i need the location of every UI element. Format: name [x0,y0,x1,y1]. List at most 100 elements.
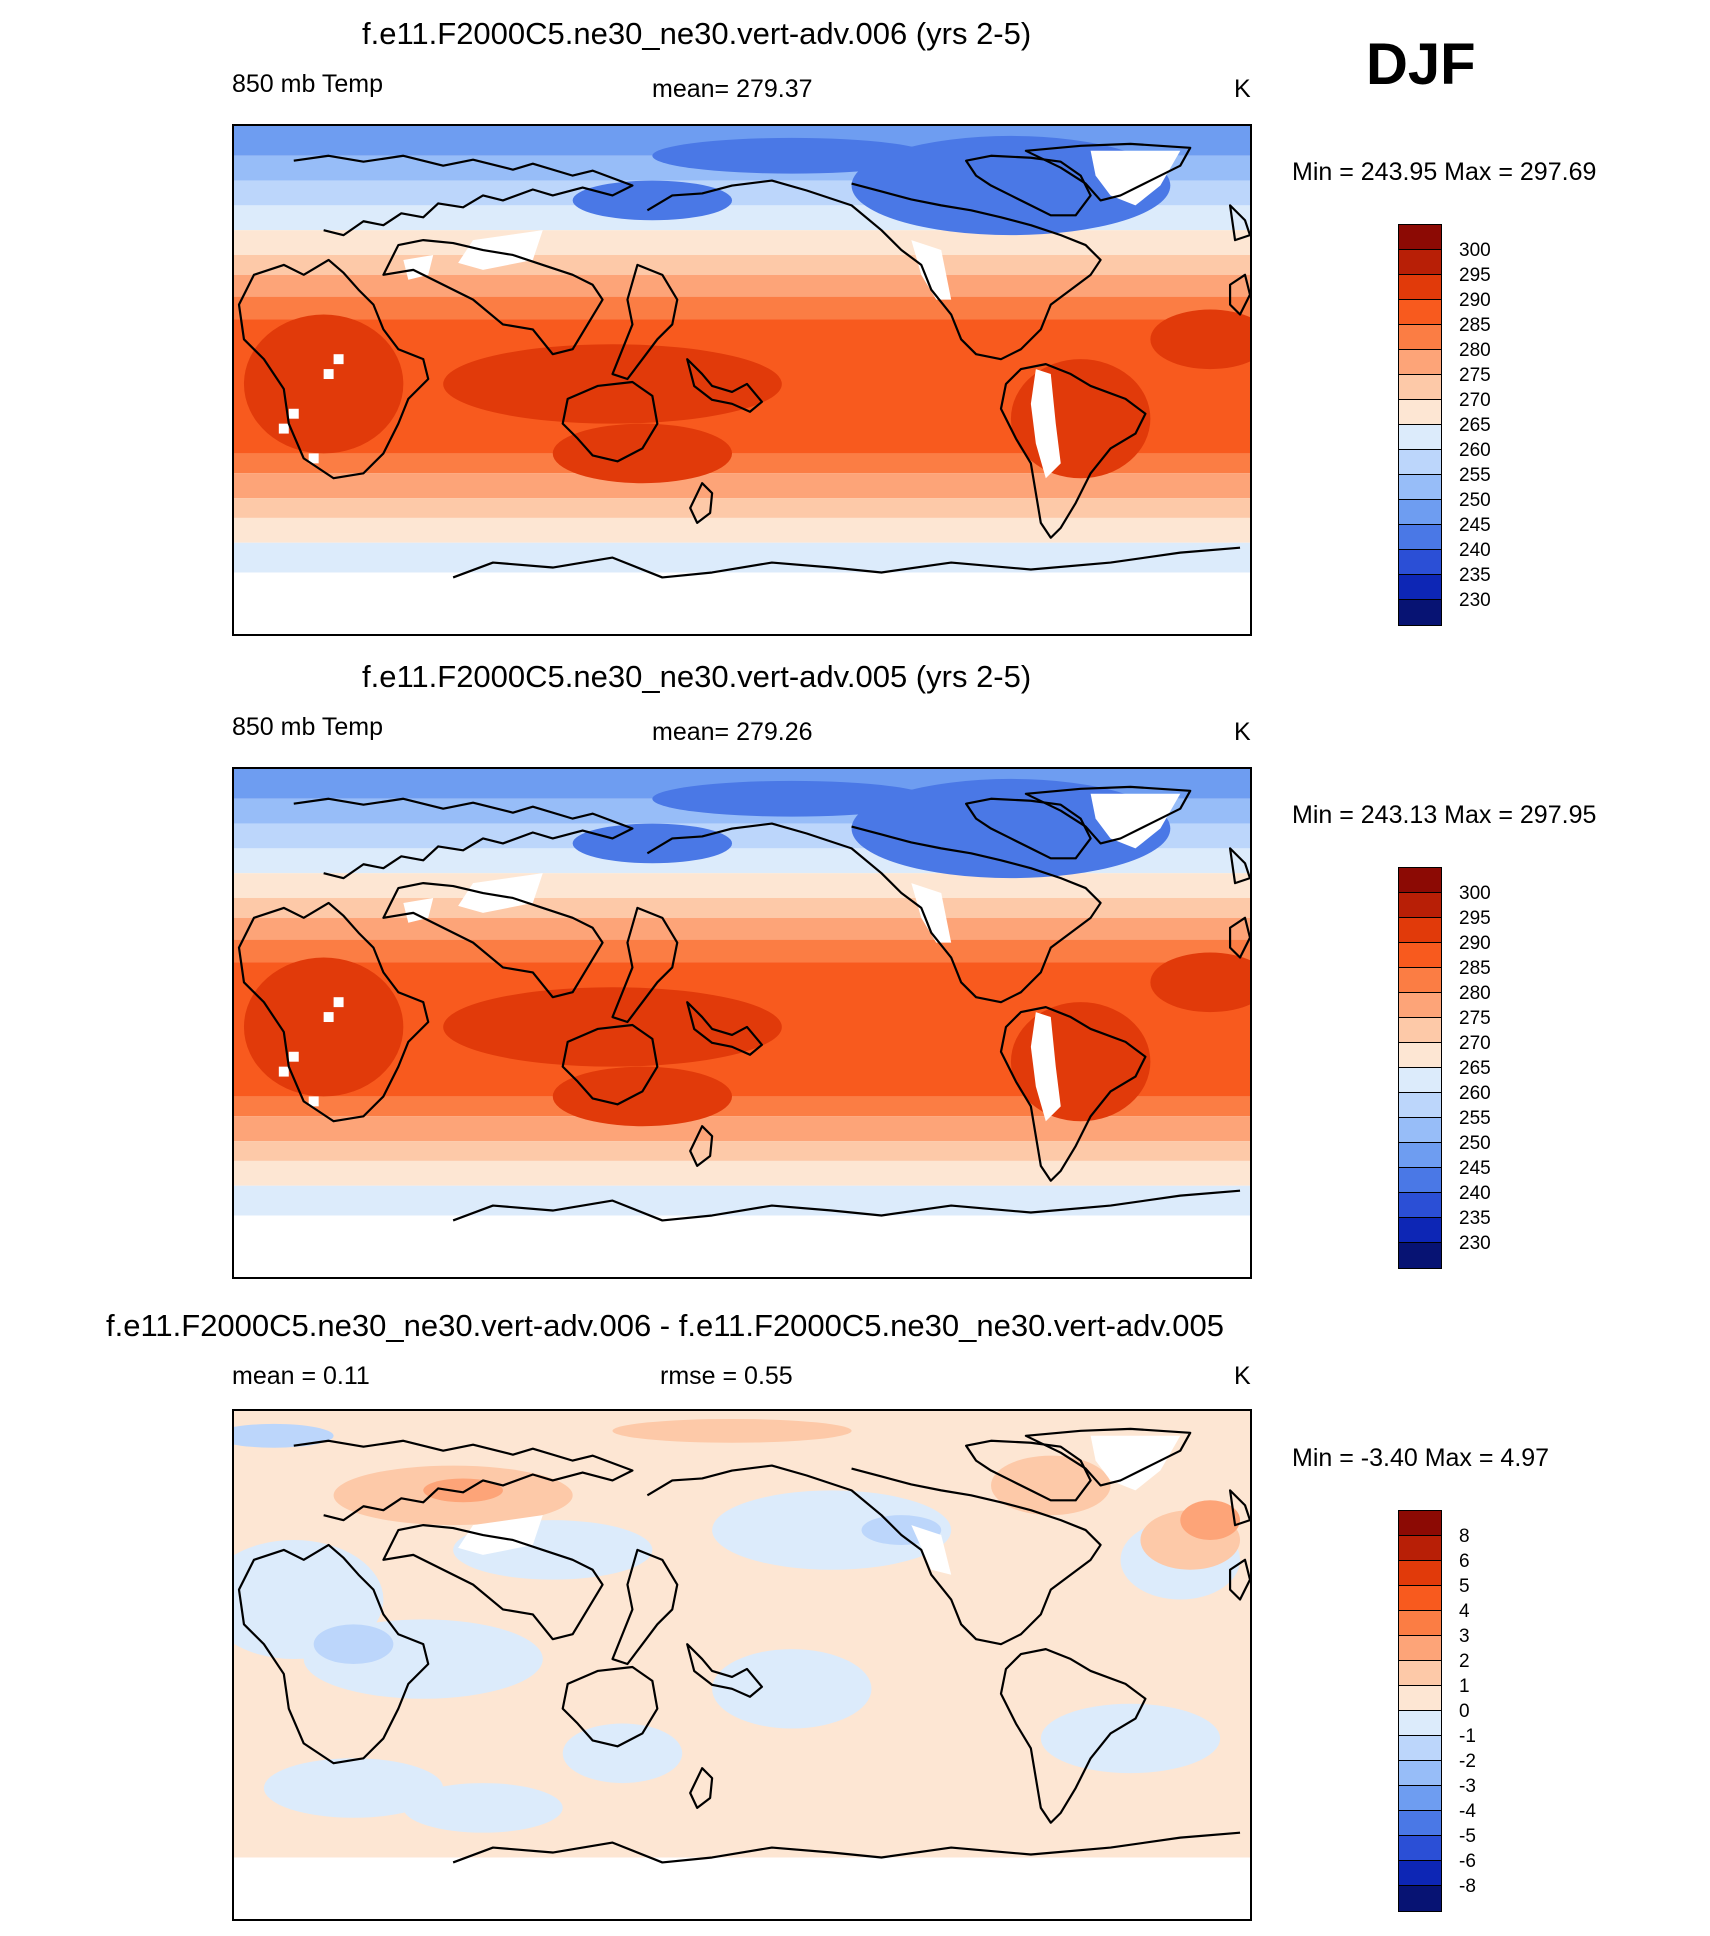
colorbar-swatch [1399,1886,1441,1911]
colorbar-swatch [1399,1711,1441,1736]
colorbar-swatch [1399,1736,1441,1761]
colorbar-swatch [1399,375,1441,400]
colorbar-swatch [1399,225,1441,250]
colorbar-tick-label: 280 [1459,340,1491,361]
colorbar-tick-label: 0 [1459,1701,1470,1722]
colorbar-swatch [1399,1243,1441,1268]
colorbar-swatch [1399,575,1441,600]
colorbar-tick-label: 275 [1459,1008,1491,1029]
panel-title: f.e11.F2000C5.ne30_ne30.vert-adv.005 (yr… [362,659,1032,694]
colorbar-tick-label: -6 [1459,1851,1476,1872]
variable-label: 850 mb Temp [232,713,384,741]
colorbar [1398,224,1442,626]
colorbar-tick-label: 250 [1459,490,1491,511]
colorbar-tick-label: 270 [1459,390,1491,411]
colorbar-tick-label: 6 [1459,1551,1470,1572]
colorbar-swatch [1399,350,1441,375]
colorbar-tick-label: 295 [1459,908,1491,929]
colorbar-tick-label: 230 [1459,590,1491,611]
units-label: K [1234,1362,1251,1390]
colorbar-tick-label: -3 [1459,1776,1476,1797]
colorbar-tick-label: 265 [1459,1058,1491,1079]
units-label: K [1234,75,1251,103]
colorbar-swatch [1399,1561,1441,1586]
coastlines [237,1427,1250,1864]
colorbar-swatch [1399,250,1441,275]
colorbar-tick-label: 235 [1459,1208,1491,1229]
rmse-label: rmse = 0.55 [660,1362,793,1390]
colorbar-swatch [1399,1143,1441,1168]
colorbar-swatch [1399,475,1441,500]
coastlines [237,785,1250,1222]
colorbar-tick-label: -5 [1459,1826,1476,1847]
colorbar-swatch [1399,1218,1441,1243]
colorbar [1398,1510,1442,1912]
colorbar-swatch [1399,993,1441,1018]
colorbar-tick-label: 2 [1459,1651,1470,1672]
colorbar-swatch [1399,1611,1441,1636]
colorbar-tick-label: 255 [1459,465,1491,486]
colorbar-swatch [1399,325,1441,350]
colorbar-swatch [1399,425,1441,450]
colorbar-tick-label: 290 [1459,290,1491,311]
colorbar-tick-label: 265 [1459,415,1491,436]
colorbar-swatch [1399,1118,1441,1143]
colorbar-tick-label: 8 [1459,1526,1470,1547]
colorbar-swatch [1399,1861,1441,1886]
colorbar-tick-label: -4 [1459,1801,1476,1822]
colorbar-swatch [1399,1193,1441,1218]
colorbar-tick-label: 295 [1459,265,1491,286]
colorbar-tick-label: 275 [1459,365,1491,386]
colorbar-swatch [1399,1686,1441,1711]
colorbar-tick-label: 5 [1459,1576,1470,1597]
panel-title: f.e11.F2000C5.ne30_ne30.vert-adv.006 (yr… [362,16,1032,51]
colorbar-swatch [1399,968,1441,993]
colorbar-tick-label: 250 [1459,1133,1491,1154]
colorbar-tick-label: 285 [1459,315,1491,336]
colorbar-tick-label: 300 [1459,883,1491,904]
colorbar-swatch [1399,1761,1441,1786]
colorbar-swatch [1399,550,1441,575]
colorbar-tick-label: 280 [1459,983,1491,1004]
variable-label: 850 mb Temp [232,70,384,98]
colorbar-tick-label: 240 [1459,540,1491,561]
colorbar-tick-label: -2 [1459,1751,1476,1772]
colorbar [1398,867,1442,1269]
colorbar-tick-label: 260 [1459,440,1491,461]
colorbar-swatch [1399,450,1441,475]
colorbar-swatch [1399,600,1441,625]
colorbar-swatch [1399,1511,1441,1536]
colorbar-tick-label: 270 [1459,1033,1491,1054]
colorbar-swatch [1399,1786,1441,1811]
colorbar-swatch [1399,400,1441,425]
colorbar-tick-label: 285 [1459,958,1491,979]
colorbar-tick-label: 240 [1459,1183,1491,1204]
colorbar-tick-label: 245 [1459,1158,1491,1179]
colorbar-swatch [1399,1586,1441,1611]
colorbar-swatch [1399,1018,1441,1043]
colorbar-swatch [1399,943,1441,968]
colorbar-swatch [1399,300,1441,325]
minmax-label: Min = -3.40 Max = 4.97 [1292,1444,1550,1472]
temperature-map [232,767,1252,1279]
colorbar-swatch [1399,1536,1441,1561]
colorbar-swatch [1399,1636,1441,1661]
coastlines [237,142,1250,579]
mean-label: mean = 0.11 [232,1362,370,1390]
colorbar-tick-label: 230 [1459,1233,1491,1254]
season-label: DJF [1366,32,1476,97]
colorbar-tick-label: 300 [1459,240,1491,261]
colorbar-swatch [1399,525,1441,550]
colorbar-tick-label: 3 [1459,1626,1470,1647]
colorbar-tick-label: 255 [1459,1108,1491,1129]
colorbar-tick-label: 260 [1459,1083,1491,1104]
colorbar-swatch [1399,918,1441,943]
colorbar-tick-label: 4 [1459,1601,1470,1622]
colorbar-swatch [1399,1661,1441,1686]
minmax-label: Min = 243.95 Max = 297.69 [1292,158,1597,186]
colorbar-tick-label: 1 [1459,1676,1470,1697]
colorbar-swatch [1399,1093,1441,1118]
units-label: K [1234,718,1251,746]
colorbar-tick-label: -1 [1459,1726,1476,1747]
panel-title: f.e11.F2000C5.ne30_ne30.vert-adv.006 - f… [106,1308,1224,1343]
